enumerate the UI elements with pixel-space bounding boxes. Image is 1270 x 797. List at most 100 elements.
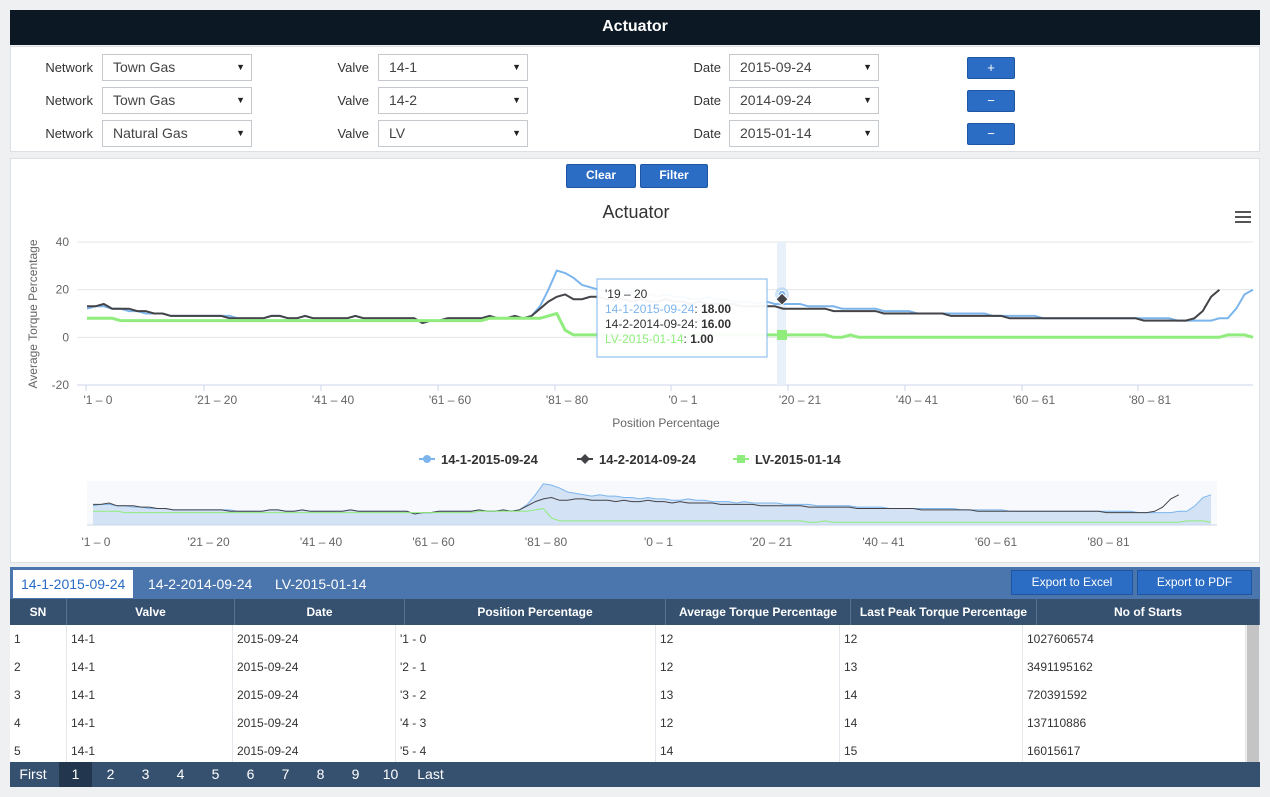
pager-page[interactable]: 3 [141, 766, 150, 782]
network-select[interactable]: Natural Gas ▼ [102, 120, 252, 147]
column-header[interactable]: Position Percentage [405, 599, 666, 625]
valve-label: Valve [337, 126, 369, 141]
date-select-value: 2015-09-24 [740, 59, 812, 75]
valve-select[interactable]: 14-1 ▼ [378, 54, 528, 81]
column-header[interactable]: Valve [67, 599, 235, 625]
clear-button[interactable]: Clear [566, 164, 636, 188]
valve-label: Valve [337, 60, 369, 75]
chevron-down-icon: ▼ [236, 128, 245, 138]
pager-page[interactable]: 5 [211, 766, 220, 782]
column-header[interactable]: SN [10, 599, 67, 625]
table-cell: 14-1 [67, 709, 233, 737]
legend-marker-square-icon[interactable] [737, 455, 745, 463]
pager-page[interactable]: 10 [382, 766, 399, 782]
table-cell: 14-1 [67, 681, 233, 709]
chart-title: Actuator [602, 202, 669, 222]
x-tick-label: '21 – 20 [195, 393, 238, 407]
column-header[interactable]: Date [235, 599, 405, 625]
navigator-line [93, 507, 1212, 523]
network-select[interactable]: Town Gas ▼ [102, 54, 252, 81]
tooltip-series-name: 14-2-2014-09-24 [605, 317, 695, 331]
y-tick-label: -20 [52, 378, 70, 392]
pager-page[interactable]: 8 [316, 766, 325, 782]
pager-page[interactable]: 7 [281, 766, 290, 782]
table-cell: 2015-09-24 [233, 737, 396, 763]
table-cell: '3 - 2 [396, 681, 656, 709]
column-header[interactable]: Last Peak Torque Percentage [851, 599, 1037, 625]
network-select[interactable]: Town Gas ▼ [102, 87, 252, 114]
legend-item: 14-2-2014-09-24 [599, 452, 697, 467]
table-cell: 4 [10, 709, 67, 737]
filter-row: Network Town Gas ▼ Valve 14-2 ▼ Date 2014-09-24… [11, 87, 1259, 115]
chart-tooltip [596, 278, 768, 358]
chevron-down-icon: ▼ [863, 128, 872, 138]
valve-label: Valve [337, 93, 369, 108]
pager-page[interactable]: 6 [246, 766, 255, 782]
column-header[interactable]: No of Starts [1037, 599, 1260, 625]
table-row[interactable]: 2 14-1 2015-09-24'2 - 1 12 13 3491195162 [10, 653, 1246, 681]
tooltip-row: 14-2-2014-09-24: 16.00 [605, 317, 731, 331]
tab-14-1[interactable]: 14-1-2015-09-24 [13, 570, 134, 598]
tab-14-2[interactable]: 14-2-2014-09-24 [148, 576, 253, 592]
pager-last[interactable]: Last [417, 766, 444, 782]
table-cell: 12 [656, 625, 840, 653]
valve-select-value: 14-1 [389, 59, 418, 75]
table-cell: 14 [840, 681, 1023, 709]
table-cell: 3491195162 [1023, 653, 1246, 681]
table-scrollbar[interactable] [1246, 625, 1260, 763]
network-select-value: Natural Gas [113, 125, 188, 141]
tooltip-row: LV-2015-01-14: 1.00 [605, 332, 714, 346]
column-header[interactable]: Average Torque Percentage [666, 599, 851, 625]
legend-marker-diamond-icon[interactable] [580, 454, 590, 464]
valve-select[interactable]: 14-2 ▼ [378, 87, 528, 114]
navigator-tick-label: '41 – 40 [300, 535, 343, 549]
export-excel-button[interactable]: Export to Excel [1011, 570, 1133, 595]
table-cell: 12 [656, 653, 840, 681]
network-label: Network [45, 93, 93, 108]
table-cell: 14-1 [67, 625, 233, 653]
add-row-button[interactable]: + [967, 57, 1015, 79]
remove-row-button[interactable]: − [967, 90, 1015, 112]
pager-page[interactable]: 2 [106, 766, 115, 782]
pagination: First 1 2 3 4 5 6 7 8 9 10 Last [10, 762, 1260, 787]
table-cell: 12 [840, 625, 1023, 653]
hover-band [777, 242, 786, 385]
valve-select[interactable]: LV ▼ [378, 120, 528, 147]
pager-first[interactable]: First [19, 766, 47, 782]
table-row[interactable]: 5 14-1 2015-09-24'5 - 4 14 15 16015617 [10, 737, 1246, 763]
tab-lv[interactable]: LV-2015-01-14 [275, 576, 367, 592]
pager-page[interactable]: 9 [351, 766, 360, 782]
table-cell: 14 [840, 709, 1023, 737]
navigator-tick-label: '81 – 80 [525, 535, 568, 549]
date-label: Date [693, 126, 721, 141]
chart-panel: Clear Filter Actuator 40 20 0 -20 Average Tor… [10, 158, 1260, 563]
remove-row-button[interactable]: − [967, 123, 1015, 145]
table-cell: 15 [840, 737, 1023, 763]
legend-marker-circle-icon[interactable] [423, 455, 431, 463]
network-label: Network [45, 60, 93, 75]
filter-panel: Network Town Gas ▼ Valve 14-1 ▼ Date 2015-09-24… [10, 46, 1260, 152]
date-select-value: 2014-09-24 [740, 92, 812, 108]
hamburger-menu-icon[interactable] [1235, 211, 1251, 223]
table-row[interactable]: 3 14-1 2015-09-24'3 - 2 13 14 720391592 [10, 681, 1246, 709]
y-axis-label: Average Torque Percentage [26, 239, 40, 388]
x-tick-label: '81 – 80 [546, 393, 589, 407]
date-select[interactable]: 2015-09-24 ▼ [729, 54, 879, 81]
table-row[interactable]: 1 14-1 2015-09-24'1 - 0 12 12 1027606574 [10, 625, 1246, 653]
pager-page[interactable]: 4 [176, 766, 185, 782]
filter-button[interactable]: Filter [640, 164, 708, 188]
table-row[interactable]: 4 14-1 2015-09-24'4 - 3 12 14 137110886 [10, 709, 1246, 737]
pager-page[interactable]: 1 [59, 762, 92, 787]
actuator-chart: Actuator 40 20 0 -20 Average Torque Percentag… [26, 202, 1254, 549]
chevron-down-icon: ▼ [512, 62, 521, 72]
chevron-down-icon: ▼ [236, 62, 245, 72]
hover-marker-lv [777, 329, 787, 340]
table-cell: 137110886 [1023, 709, 1246, 737]
date-select[interactable]: 2014-09-24 ▼ [729, 87, 879, 114]
navigator-area [93, 483, 1211, 525]
table-cell: 2 [10, 653, 67, 681]
table-header: SN Valve Date Position Percentage Average To… [10, 599, 1260, 625]
export-pdf-button[interactable]: Export to PDF [1137, 570, 1252, 595]
date-select[interactable]: 2015-01-14 ▼ [729, 120, 879, 147]
x-tick-label: '61 – 60 [429, 393, 472, 407]
